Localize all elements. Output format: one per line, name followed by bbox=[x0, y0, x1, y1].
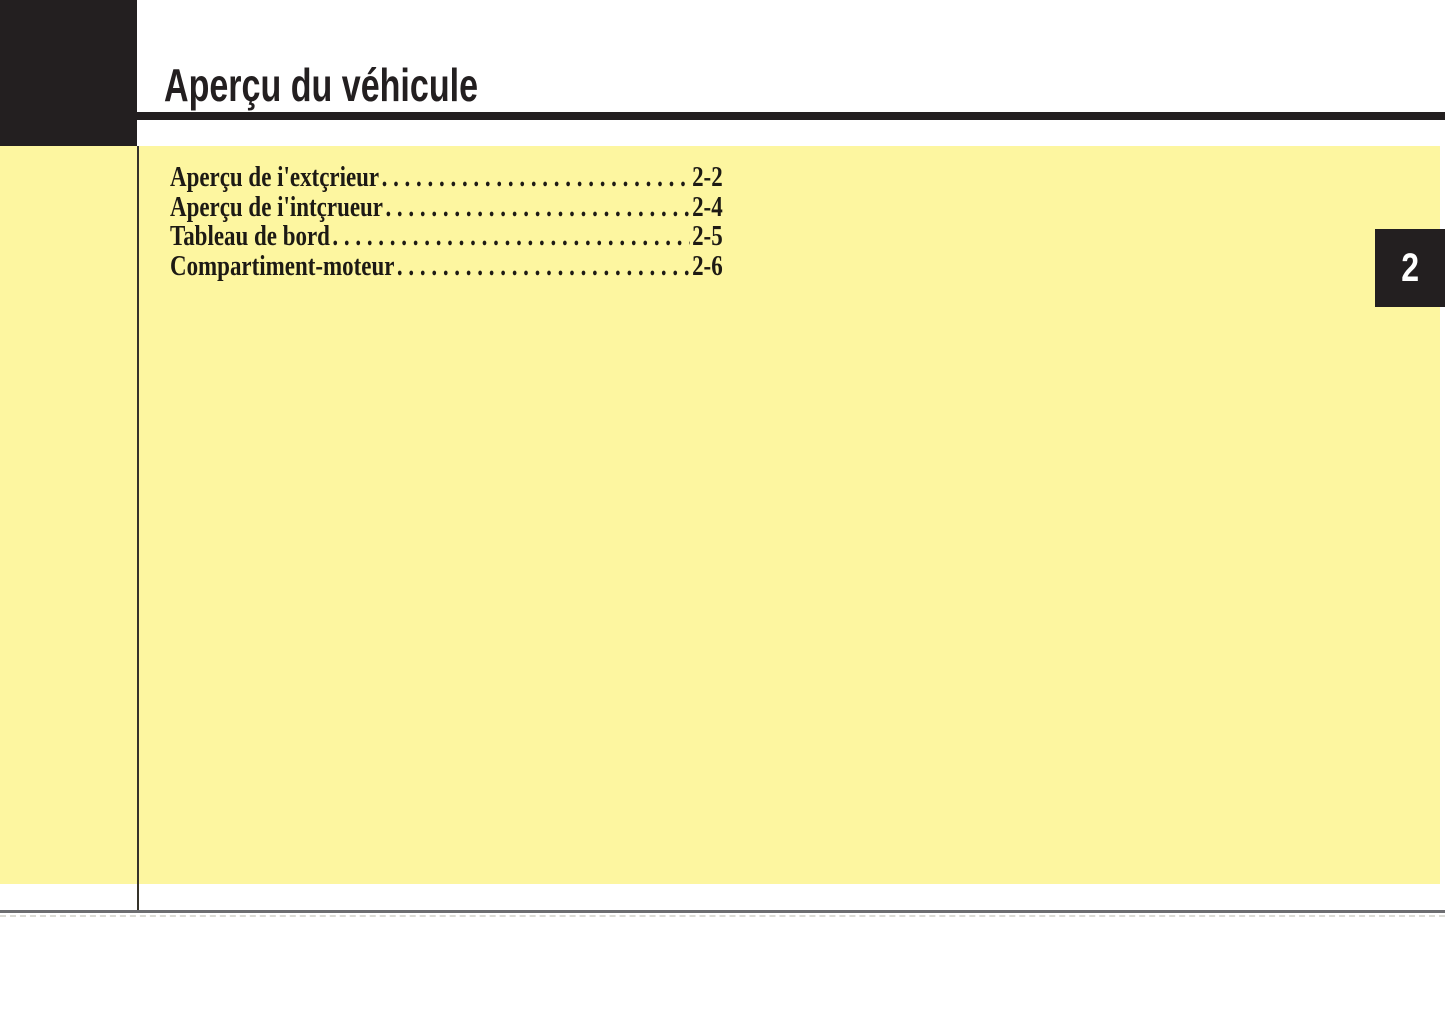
page-edge-dashes bbox=[0, 915, 1445, 917]
toc-entry-tableau-de-bord: Tableau de bord . . . . . . . . . . . . … bbox=[170, 222, 723, 252]
toc-entry-page-number: 2-5 bbox=[692, 221, 723, 252]
table-of-contents: Aperçu de i'extçrieur . . . . . . . . . … bbox=[170, 163, 723, 281]
toc-entry-apercu-exterieur: Aperçu de i'extçrieur . . . . . . . . . … bbox=[170, 163, 723, 193]
toc-entry-page-number: 2-6 bbox=[692, 250, 723, 282]
toc-leader-dots: . . . . . . . . . . . . . . . . . . . . … bbox=[381, 163, 690, 193]
chapter-number-tab: 2 bbox=[1375, 229, 1445, 307]
chapter-corner-block bbox=[0, 0, 137, 146]
left-margin-strip bbox=[0, 146, 137, 884]
toc-entry-label: Aperçu de i'extçrieur bbox=[170, 162, 380, 193]
footer-rule bbox=[0, 910, 1445, 913]
content-panel bbox=[139, 146, 1440, 884]
page-title: Aperçu du véhicule bbox=[164, 59, 479, 111]
vertical-divider-line bbox=[137, 146, 139, 911]
toc-entry-page-number: 2-2 bbox=[692, 162, 723, 193]
toc-entry-label: Aperçu de i'intçrueur bbox=[170, 191, 383, 223]
toc-entry-label: Tableau de bord bbox=[170, 221, 330, 252]
toc-leader-dots: . . . . . . . . . . . . . . . . . . . . … bbox=[332, 222, 689, 252]
title-divider-rule bbox=[0, 112, 1445, 120]
toc-entry-label: Compartiment-moteur bbox=[170, 250, 395, 282]
toc-leader-dots: . . . . . . . . . . . . . . . . . . . . … bbox=[385, 192, 690, 222]
toc-entry-page-number: 2-4 bbox=[692, 191, 723, 223]
chapter-number: 2 bbox=[1401, 245, 1419, 290]
toc-entry-apercu-interieur: Aperçu de i'intçrueur . . . . . . . . . … bbox=[170, 191, 723, 223]
toc-entry-compartiment-moteur: Compartiment-moteur . . . . . . . . . . … bbox=[170, 250, 723, 282]
toc-leader-dots: . . . . . . . . . . . . . . . . . . . . … bbox=[396, 251, 690, 281]
